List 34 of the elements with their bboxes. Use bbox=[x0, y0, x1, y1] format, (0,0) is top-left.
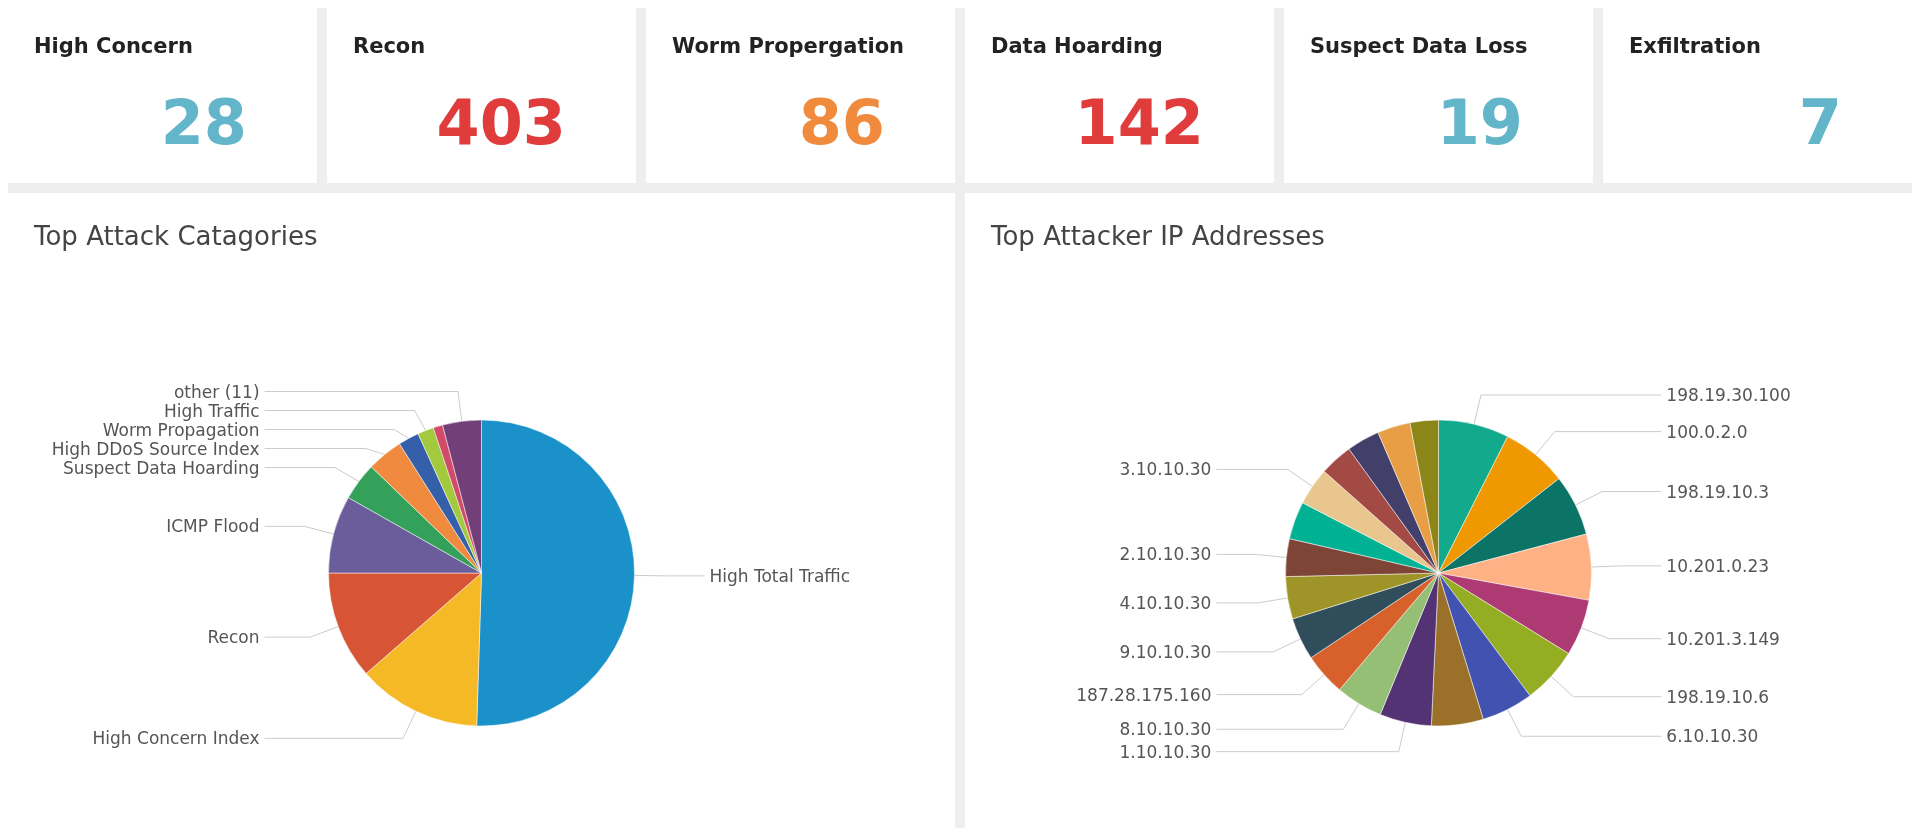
slice-label: 2.10.10.30 bbox=[1119, 544, 1212, 565]
slice-label: 9.10.10.30 bbox=[1119, 641, 1212, 662]
slice-label: 6.10.10.30 bbox=[1666, 726, 1759, 747]
slice-label: 1.10.10.30 bbox=[1119, 741, 1212, 762]
slice-label: Recon bbox=[207, 627, 260, 648]
slice-label: 198.19.10.3 bbox=[1666, 481, 1770, 502]
slice-label: 198.19.10.6 bbox=[1666, 686, 1770, 707]
text: Exfiltration bbox=[1629, 34, 1761, 58]
slice-label: 8.10.10.30 bbox=[1119, 719, 1212, 740]
text: 28 bbox=[160, 86, 247, 159]
text: 403 bbox=[436, 86, 566, 159]
slice-label: 187.28.175.160 bbox=[1076, 684, 1212, 705]
slice-label: High Total Traffic bbox=[709, 565, 851, 586]
slice-label: High Concern Index bbox=[92, 728, 260, 749]
chart-title: Top Attacker IP Addresses bbox=[991, 221, 1325, 251]
text: 7 bbox=[1798, 86, 1842, 159]
slice-label: 10.201.0.23 bbox=[1666, 555, 1770, 576]
slice-label: 4.10.10.30 bbox=[1119, 592, 1212, 613]
slice-label: 3.10.10.30 bbox=[1119, 459, 1212, 480]
text: Suspect Data Loss bbox=[1310, 34, 1528, 58]
slice-label: High Traffic bbox=[163, 400, 260, 421]
text: Recon bbox=[353, 34, 426, 58]
slice-label: other (11) bbox=[173, 381, 260, 402]
slice-label: 198.19.30.100 bbox=[1666, 385, 1791, 406]
text: 19 bbox=[1436, 86, 1523, 159]
text: Worm Propergation bbox=[672, 34, 905, 58]
text: 86 bbox=[798, 86, 885, 159]
slice-label: 10.201.3.149 bbox=[1666, 628, 1780, 649]
text: 142 bbox=[1074, 86, 1204, 159]
chart-title: Top Attack Catagories bbox=[34, 221, 318, 251]
text: Data Hoarding bbox=[991, 34, 1163, 58]
slice-label: 100.0.2.0 bbox=[1666, 421, 1748, 442]
text: High Concern bbox=[34, 34, 193, 58]
slice-label: ICMP Flood bbox=[166, 516, 260, 537]
